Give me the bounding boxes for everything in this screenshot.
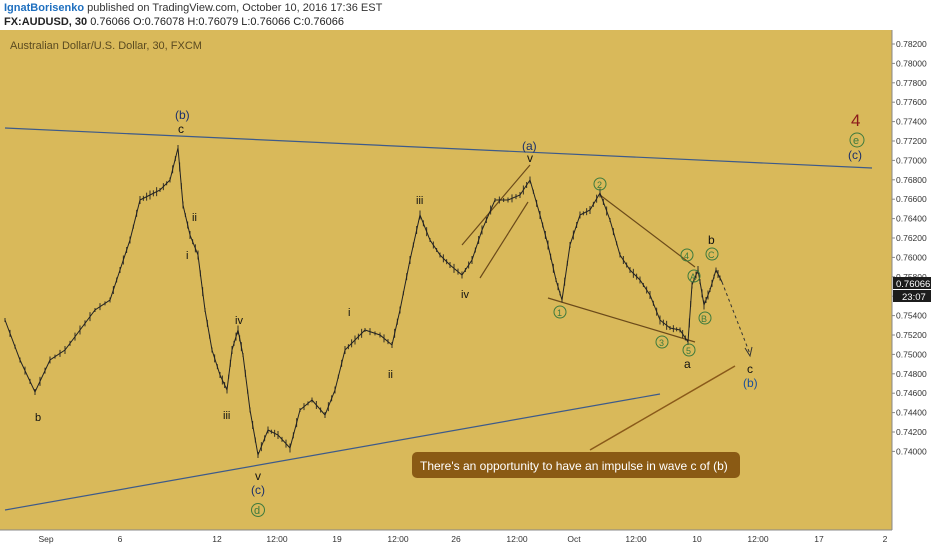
y-tick-label: 0.74400 (896, 408, 927, 418)
wave-label: d (254, 505, 260, 517)
y-tick-label: 0.75200 (896, 330, 927, 340)
price-series (4, 145, 723, 458)
y-tick-label: 0.74000 (896, 446, 927, 456)
wave-label: e (853, 135, 859, 147)
callout-text: There's an opportunity to have an impuls… (420, 459, 728, 473)
projection-arrow (721, 281, 751, 355)
upper-trendline[interactable] (4, 127, 873, 169)
y-tick-label: 0.75800 (896, 272, 927, 282)
ohlc-values: 0.76066 O:0.76078 H:0.76079 L:0.76066 C:… (90, 16, 345, 28)
x-tick-label: 12 (212, 534, 222, 544)
wave-label: ii (388, 369, 393, 381)
y-tick-label: 0.77800 (896, 78, 927, 88)
x-tick-label: 12:00 (266, 534, 288, 544)
wave-label: 4 (684, 251, 689, 261)
x-tick-label: 26 (451, 534, 461, 544)
price-tag-bg (893, 277, 931, 289)
projection-arrowhead (744, 346, 753, 358)
wave-label: i (348, 307, 350, 319)
callout-pointer (589, 365, 736, 451)
time-tag: 23:07 (902, 292, 926, 303)
wave-label: b (35, 412, 41, 424)
x-tick-label: 12:00 (747, 534, 769, 544)
x-tick-label: 6 (118, 534, 123, 544)
wave-label: b (708, 233, 715, 247)
wave-label: v (527, 151, 533, 165)
wedge-upper-line[interactable] (599, 194, 696, 268)
y-tick-label: 0.76200 (896, 233, 927, 243)
wave-label: A (690, 272, 696, 282)
wave-label: a (684, 357, 691, 371)
price-tag: 0.76066 (896, 279, 930, 290)
wave-label: v (255, 469, 261, 483)
lower-trendline[interactable] (4, 393, 661, 511)
y-tick-label: 0.76600 (896, 194, 927, 204)
wave-label: (a) (522, 139, 537, 153)
y-tick-label: 0.77600 (896, 97, 927, 107)
publish-text: published on TradingView.com, October 10… (87, 2, 383, 14)
wave-label: iv (461, 289, 469, 301)
y-tick-label: 0.77000 (896, 155, 927, 165)
y-tick-label: 0.77200 (896, 136, 927, 146)
wave-label: iii (416, 195, 423, 207)
y-tick-label: 0.76000 (896, 252, 927, 262)
wave-labels: (b) c ii i iii iv v (c) d b i ii iii iv … (35, 108, 865, 517)
time-tag-bg (893, 290, 931, 302)
wave-label: 5 (686, 346, 691, 356)
wave-label: c (747, 362, 753, 376)
y-axis-ticks: 0.78200 0.78000 0.77800 0.77600 0.77400 0.772… (892, 39, 927, 456)
wave-label: 2 (597, 180, 602, 190)
x-tick-label: Sep (38, 534, 53, 544)
x-tick-label: 12:00 (625, 534, 647, 544)
wave-label: C (708, 250, 715, 260)
plot-background (0, 30, 892, 530)
symbol-label: FX:AUDUSD, 30 (4, 16, 88, 28)
wave-label: 3 (659, 338, 664, 348)
symbol-info: FX:AUDUSD, 30 0.76066 O:0.76078 H:0.7607… (4, 16, 344, 28)
wave-label: 4 (851, 111, 860, 130)
y-tick-label: 0.75000 (896, 349, 927, 359)
x-tick-label: 12:00 (506, 534, 528, 544)
wave-label: B (701, 314, 707, 324)
wave-label: i (186, 250, 188, 262)
y-tick-label: 0.74800 (896, 369, 927, 379)
author-link[interactable]: IgnatBorisenko (4, 2, 85, 14)
x-tick-label: Oct (567, 534, 581, 544)
x-tick-label: 2 (883, 534, 888, 544)
y-tick-label: 0.76400 (896, 214, 927, 224)
wave-label: iii (223, 410, 230, 422)
x-tick-label: 10 (692, 534, 702, 544)
y-tick-label: 0.74600 (896, 388, 927, 398)
x-tick-label: 12:00 (387, 534, 409, 544)
wave-label: ii (192, 212, 197, 224)
wedge-lower-line[interactable] (547, 297, 696, 343)
publish-info: IgnatBorisenko published on TradingView.… (4, 2, 382, 14)
chart-area[interactable]: Australian Dollar/U.S. Dollar, 30, FXCM … (0, 30, 932, 550)
y-tick-label: 0.78000 (896, 58, 927, 68)
channel-line-1[interactable] (461, 164, 531, 246)
wave-label: (b) (175, 108, 190, 122)
wave-label: (b) (743, 376, 758, 390)
chart-header: IgnatBorisenko published on TradingView.… (0, 0, 932, 30)
y-tick-label: 0.77400 (896, 117, 927, 127)
wave-label: c (178, 122, 184, 136)
wave-label: 1 (557, 308, 562, 318)
x-axis-ticks: Sep 6 12 12:00 19 12:00 26 12:00 Oct 12:00 10 12:00… (38, 534, 887, 544)
wave-label: (c) (848, 148, 862, 162)
y-tick-label: 0.75400 (896, 311, 927, 321)
price-chart[interactable]: Australian Dollar/U.S. Dollar, 30, FXCM … (0, 30, 932, 550)
wave-label: (c) (251, 483, 265, 497)
instrument-title: Australian Dollar/U.S. Dollar, 30, FXCM (10, 40, 202, 52)
y-tick-label: 0.78200 (896, 39, 927, 49)
x-tick-label: 17 (814, 534, 824, 544)
x-tick-label: 19 (332, 534, 342, 544)
time-axis[interactable] (0, 530, 892, 550)
channel-line-2[interactable] (479, 201, 529, 279)
y-tick-label: 0.74200 (896, 427, 927, 437)
callout-box (412, 452, 740, 478)
wave-label: iv (235, 315, 243, 327)
y-tick-label: 0.76800 (896, 175, 927, 185)
